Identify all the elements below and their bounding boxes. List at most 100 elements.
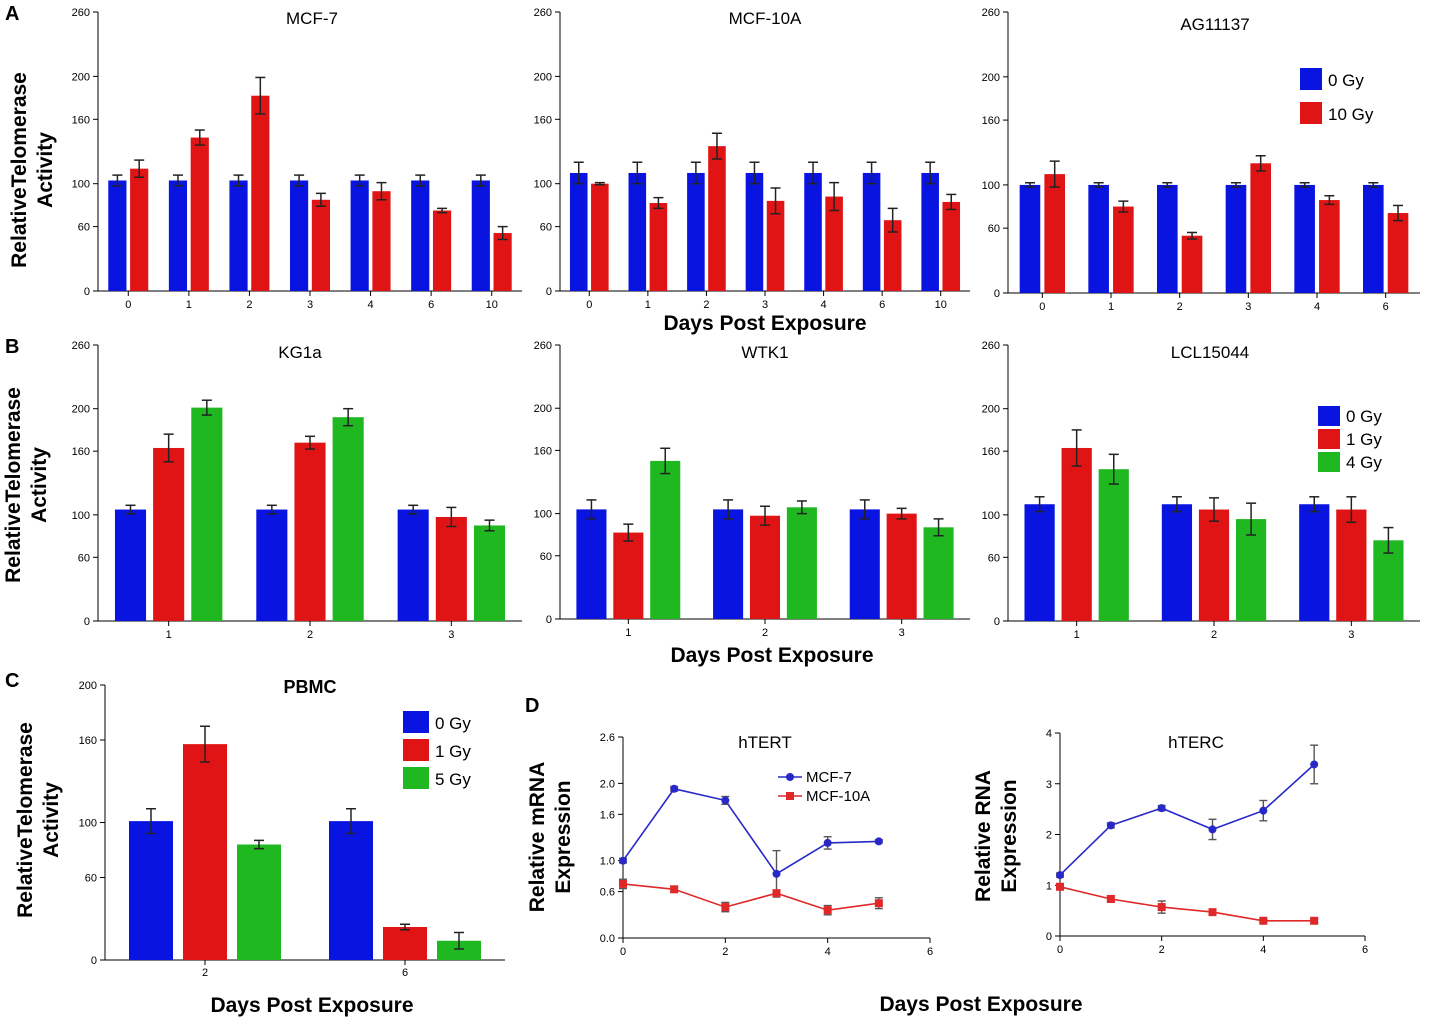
chart-title: LCL15044: [1171, 343, 1249, 362]
error-bar: [305, 435, 315, 450]
x-tick-label: 1: [625, 627, 631, 639]
y-tick-label: 100: [79, 818, 97, 830]
xlabel-row-b: Days Post Exposure: [670, 644, 873, 667]
x-tick-label: 2: [762, 627, 768, 639]
bar-10gy: [825, 196, 843, 291]
error-bar: [925, 161, 936, 185]
y-tick-label: 0.6: [600, 887, 615, 899]
error-bar: [163, 433, 174, 463]
error-bar: [1230, 182, 1241, 188]
bar-0gy: [114, 509, 147, 621]
bar-0gy: [1024, 504, 1055, 621]
bar-0gy: [687, 172, 705, 291]
bar-5gy: [437, 940, 481, 960]
error-bar: [1309, 496, 1320, 513]
error-bar: [829, 181, 840, 212]
error-bar: [723, 499, 734, 520]
legend-label: 5 Gy: [435, 770, 471, 789]
bar-10gy: [1044, 174, 1065, 293]
error-bar: [146, 808, 156, 835]
legend-swatch: [403, 739, 429, 761]
y-tick-label: 2.0: [600, 778, 615, 790]
x-tick-label: 3: [1245, 301, 1251, 313]
series-mcf-7: [619, 784, 883, 898]
x-tick-label: 1: [1074, 629, 1080, 641]
ylabel-line1: RelativeTelomerase: [8, 72, 31, 268]
data-point: [1106, 821, 1115, 830]
xlabel-panel-d: Days Post Exposure: [879, 993, 1082, 1016]
ylabel-line1: Relative mRNA: [526, 762, 549, 913]
x-tick-label: 6: [1383, 301, 1389, 313]
x-tick-label: 4: [825, 946, 831, 958]
bar-1gy: [1336, 509, 1367, 621]
chart-b1: 0 60 100 160 200 260 1 2 3 KG1a: [72, 340, 522, 641]
y-tick-label: 0.0: [600, 933, 615, 945]
legend-swatch: [1300, 68, 1322, 90]
data-point: [823, 906, 832, 915]
error-bar: [632, 161, 643, 185]
bar-1gy: [749, 515, 781, 619]
legend-label: 1 Gy: [435, 742, 471, 761]
x-tick-label: 2: [246, 299, 252, 311]
x-tick-label: 4: [821, 299, 827, 311]
data-point: [1259, 806, 1268, 815]
y-tick-label: 2.6: [600, 732, 615, 744]
error-bar: [1071, 429, 1082, 467]
y-tick-label: 60: [988, 223, 1000, 235]
panel-label-d: D: [525, 695, 539, 717]
error-bar: [1024, 182, 1035, 188]
bar-0gy: [168, 180, 188, 291]
ylabel-line2: Activity: [34, 132, 57, 208]
error-bar: [1383, 526, 1394, 554]
bar-10gy: [372, 191, 391, 291]
error-bar: [266, 504, 277, 515]
error-bar: [1346, 496, 1357, 524]
bar-1gy: [435, 516, 467, 621]
bar-0gy: [804, 172, 822, 291]
bar-0gy: [1019, 184, 1041, 293]
y-tick-label: 4: [1046, 728, 1052, 740]
bar-0gy: [1225, 184, 1247, 293]
error-bar: [933, 518, 944, 537]
bar-0gy: [397, 509, 429, 621]
bar-1gy: [183, 744, 227, 960]
error-bar: [586, 499, 597, 520]
bar-10gy: [708, 146, 726, 291]
series-line: [1059, 886, 1315, 922]
data-point: [1208, 825, 1217, 834]
data-point: [721, 903, 730, 912]
series-mcf-10a: [619, 878, 883, 916]
bar-0gy: [290, 180, 309, 291]
y-tick-label: 260: [72, 7, 90, 19]
error-bar: [1324, 194, 1335, 206]
y-tick-label: 0: [84, 616, 90, 628]
chart-title: hTERT: [738, 733, 792, 752]
chart-d2: 0 1 2 3 4 0 2 4 6 hTERC: [1046, 728, 1368, 956]
error-bar: [796, 500, 807, 515]
y-tick-label: 1: [1046, 880, 1052, 892]
legend-swatch: [403, 711, 429, 733]
y-tick-label: 60: [78, 222, 90, 234]
error-bar: [400, 923, 410, 931]
error-bar: [125, 504, 136, 515]
y-tick-label: 260: [534, 340, 552, 352]
x-tick-label: 0: [620, 946, 626, 958]
bar-1gy: [383, 927, 427, 960]
error-bar: [1209, 497, 1219, 522]
error-bar: [497, 225, 508, 241]
y-tick-label: 160: [534, 445, 552, 457]
y-tick-label: 260: [534, 7, 552, 19]
bar-10gy: [591, 183, 609, 291]
error-bar: [201, 399, 212, 416]
error-bar: [1049, 160, 1060, 188]
legend-swatch: [1318, 406, 1340, 426]
x-tick-label: 1: [1108, 301, 1114, 313]
error-bar: [711, 132, 722, 160]
x-tick-label: 4: [1314, 301, 1320, 313]
error-bar: [1255, 154, 1266, 172]
error-bar: [484, 519, 495, 532]
series-line: [1059, 763, 1315, 876]
bar-10gy: [311, 199, 330, 291]
xlabel-panel-c: Days Post Exposure: [210, 994, 413, 1017]
bar-10gy: [130, 168, 149, 291]
